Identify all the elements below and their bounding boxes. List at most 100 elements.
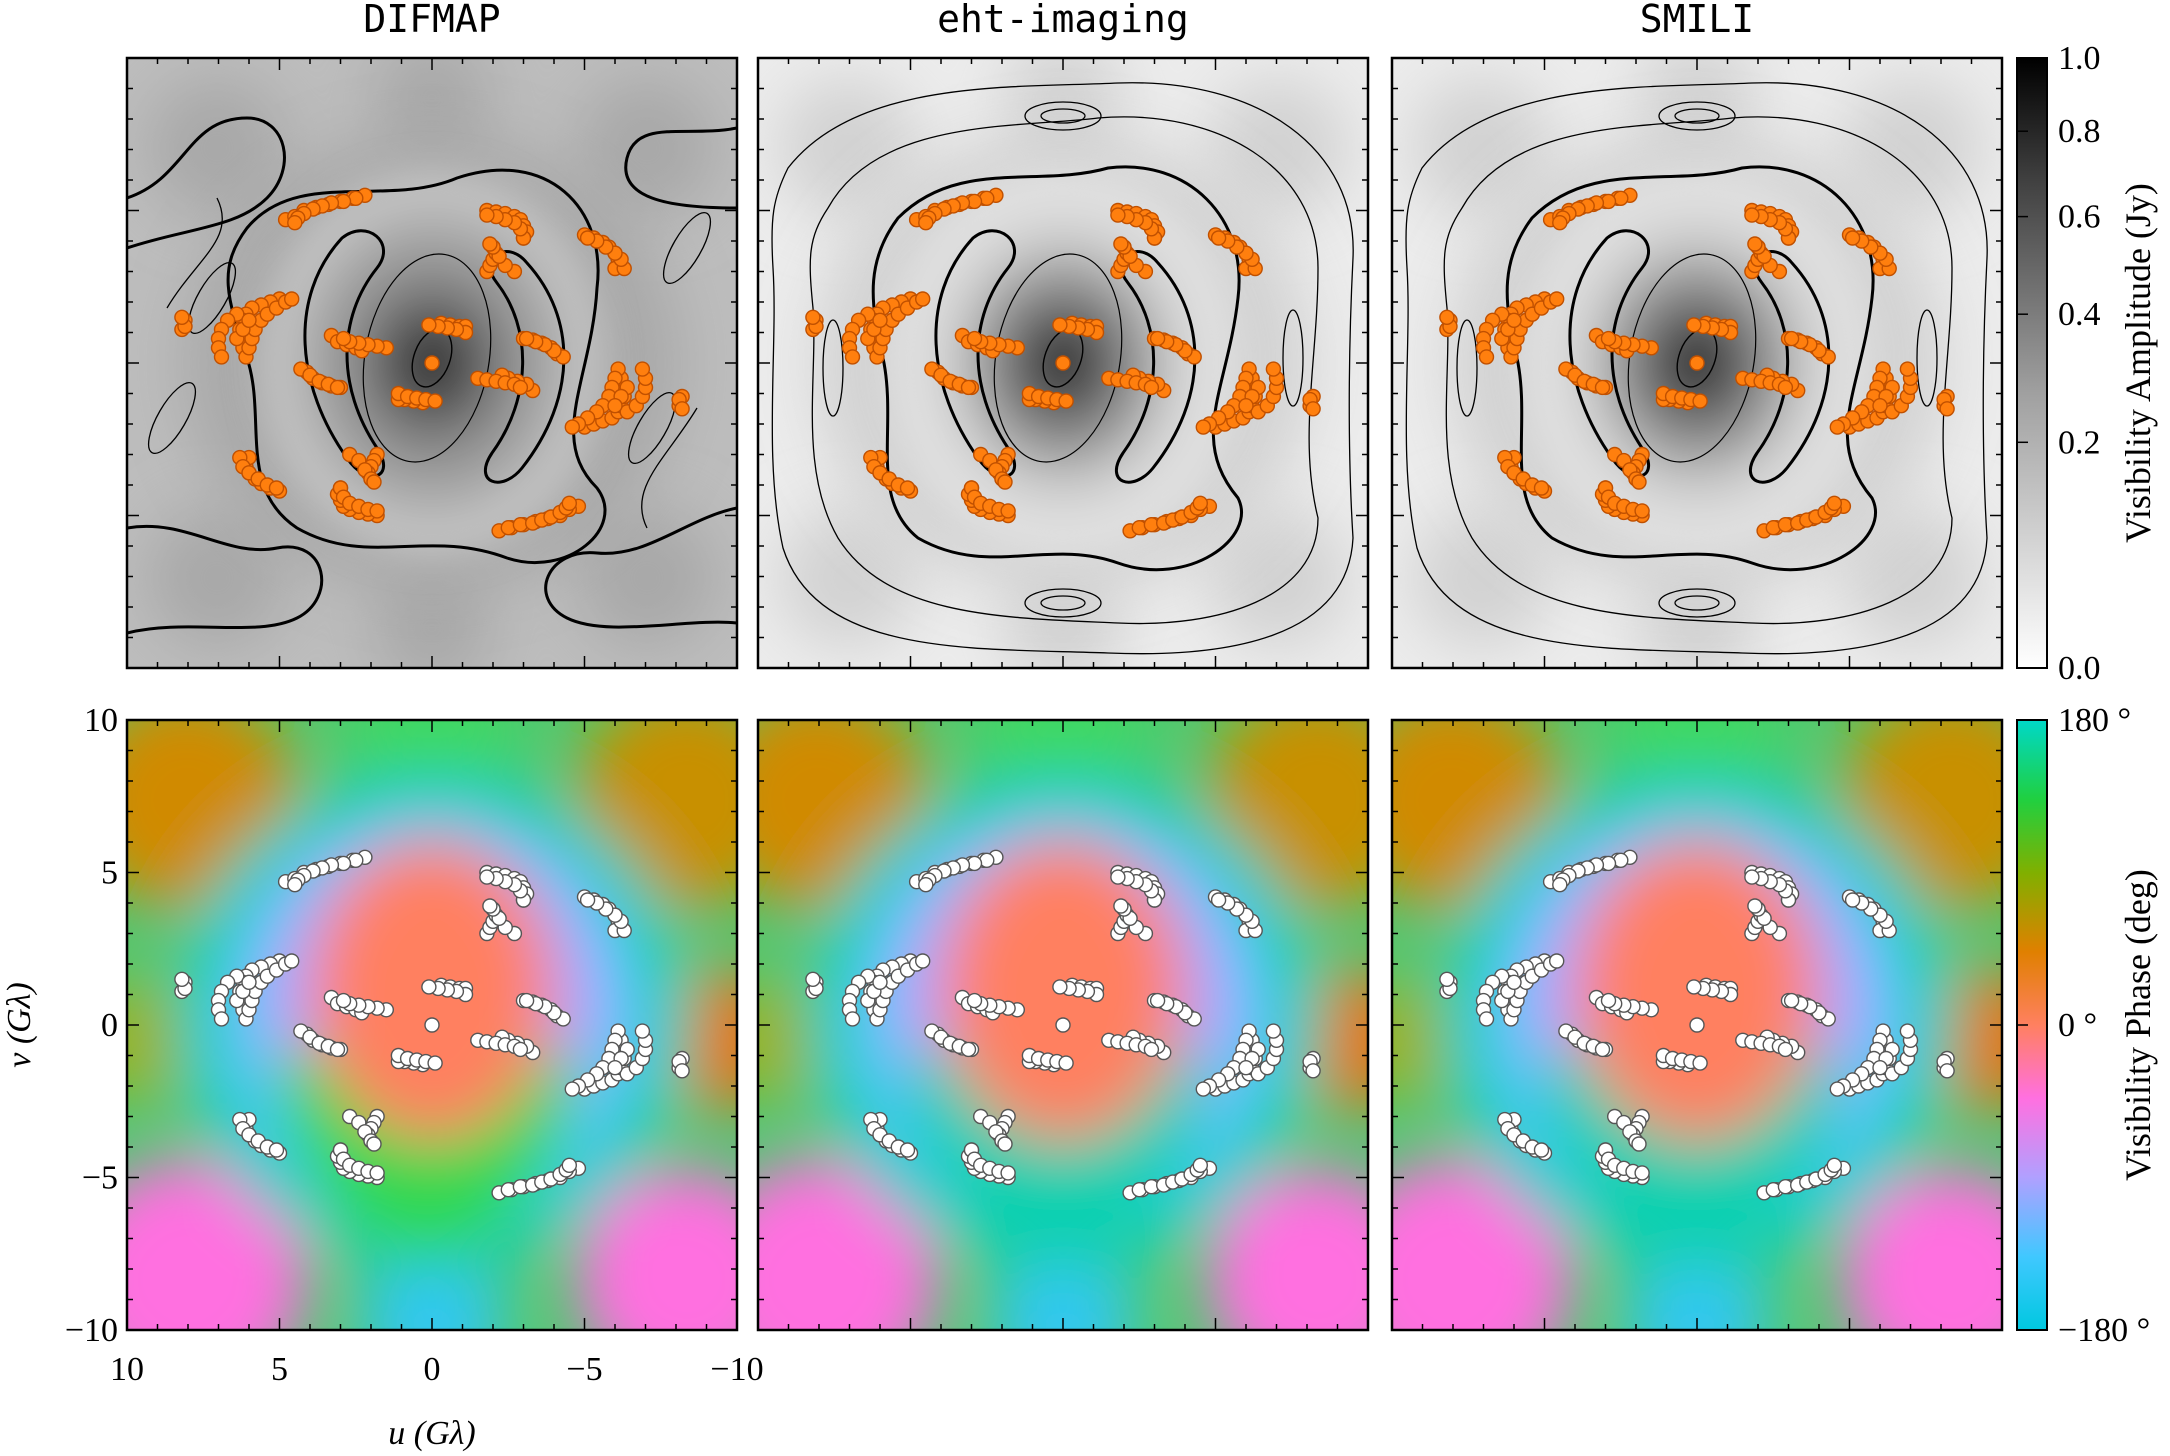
uv-point — [1143, 379, 1160, 396]
phase-colorbar-ticks: 180 ° 0 ° −180 ° — [2017, 702, 2150, 1349]
y-tick-labels: 10 5 0 −5 −10 — [65, 702, 118, 1349]
x-tick-label: 5 — [271, 1351, 288, 1388]
uv-point — [1594, 379, 1611, 396]
uv-point — [482, 898, 498, 914]
amp-blob — [147, 78, 287, 218]
uv-points — [174, 187, 690, 539]
panel-ticks — [1391, 719, 2003, 1331]
uv-point — [1478, 349, 1495, 365]
x-tick-label: −5 — [566, 1351, 602, 1388]
uv-point — [1826, 1157, 1842, 1173]
y-tick-label: −5 — [82, 1160, 118, 1197]
uv-point — [918, 214, 934, 231]
contour-line — [1674, 595, 1720, 611]
uv-point — [1631, 474, 1647, 490]
uv-point — [914, 953, 931, 969]
phase-colorbar: 180 ° 0 ° −180 ° Visibility Phase (deg) — [2016, 702, 2158, 1349]
uv-point — [674, 401, 690, 417]
uv-point — [329, 379, 346, 396]
contour-line — [166, 197, 223, 309]
uv-point — [997, 474, 1013, 490]
uv-point — [1110, 207, 1126, 223]
uv-point — [1548, 291, 1565, 307]
contour-thick — [127, 525, 324, 635]
uv-point — [1055, 355, 1071, 371]
phase-colorbar-label: Visibility Phase (deg) — [2118, 869, 2158, 1181]
contour-line — [809, 116, 1319, 625]
y-tick-label: 0 — [101, 1007, 118, 1044]
uv-point — [1552, 876, 1568, 893]
uv-point — [1000, 503, 1016, 519]
contour-thick — [871, 165, 1243, 572]
amp-blob — [1003, 58, 1123, 158]
uv-point — [213, 349, 230, 365]
uv-point — [1844, 892, 1861, 908]
uv-point — [421, 979, 437, 995]
uv-point — [366, 474, 382, 490]
uv-point — [335, 992, 352, 1009]
panel-image — [1392, 720, 2002, 1330]
panels-group — [125, 56, 2004, 1332]
amp-blob — [1003, 568, 1123, 668]
uv-point — [1149, 330, 1166, 347]
uv-point — [427, 393, 443, 409]
uv-point — [1747, 236, 1763, 252]
uv-point — [479, 869, 495, 885]
y-axis-label: v (Gλ) — [1, 982, 38, 1068]
amp-blobs — [1412, 58, 1982, 668]
contour-line — [1658, 101, 1736, 131]
contour-thick — [624, 126, 737, 210]
uv-points — [805, 187, 1321, 539]
phase-cbar-tick-label: 180 ° — [2058, 702, 2131, 739]
uv-point — [329, 1041, 346, 1058]
uv-point — [369, 503, 385, 519]
amp-blob — [1208, 508, 1348, 648]
amp-blob — [1637, 58, 1757, 158]
uv-point — [1210, 892, 1227, 908]
uv-point — [174, 309, 190, 325]
contour-line — [1405, 82, 1988, 655]
uv-point — [287, 876, 303, 893]
uv-point — [872, 974, 888, 990]
uv-point — [960, 1041, 977, 1058]
amp-blob — [372, 58, 492, 158]
amp-blobs — [778, 58, 1348, 668]
uv-point — [1689, 1017, 1705, 1033]
phase-blob — [1627, 1250, 1767, 1330]
uv-point — [1747, 898, 1763, 914]
contour-line — [147, 382, 197, 454]
y-tick-label: 5 — [101, 855, 118, 892]
uv-point — [283, 291, 300, 307]
uv-point — [1210, 230, 1227, 246]
contour-line — [627, 392, 677, 464]
amp-blob — [147, 508, 287, 648]
uv-point — [518, 992, 535, 1009]
uv-point — [1939, 401, 1955, 417]
amp-blob — [1637, 568, 1757, 668]
uv-point — [1783, 992, 1800, 1009]
contour-thick — [1505, 165, 1877, 572]
uv-point — [1826, 495, 1842, 511]
amp-blob — [1842, 78, 1982, 218]
contour-line — [1916, 309, 1938, 407]
panel-title-smili: SMILI — [1640, 0, 1754, 41]
contour-line — [1282, 309, 1304, 407]
x-tick-label: 10 — [110, 1351, 144, 1388]
uv-point — [366, 1136, 382, 1152]
uv-point — [1844, 230, 1861, 246]
uv-point — [1872, 398, 1888, 414]
contour-line — [1443, 116, 1953, 625]
uv-point — [1052, 979, 1068, 995]
uv-point — [1113, 236, 1129, 252]
contour-line — [822, 319, 844, 417]
uv-point — [482, 236, 498, 252]
phase-blob — [1842, 1170, 2002, 1330]
uv-point — [607, 398, 623, 414]
phase-blobs — [1392, 720, 2002, 1330]
uv-point — [1631, 1136, 1647, 1152]
uv-point — [1548, 953, 1565, 969]
panel-image — [127, 58, 737, 668]
contour-line — [187, 262, 237, 334]
amplitude-cbar-tick-label: 1.0 — [2058, 40, 2101, 77]
